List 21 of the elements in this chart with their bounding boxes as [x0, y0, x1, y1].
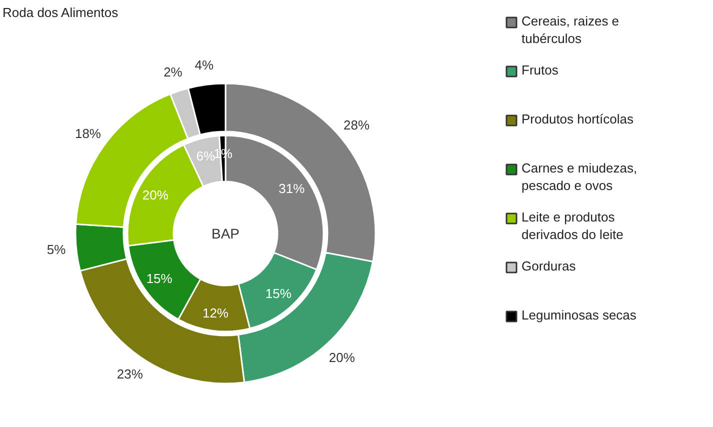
data-label: 31%: [278, 181, 306, 196]
data-label: 15%: [265, 286, 292, 302]
legend-label: Leguminosas secas: [522, 308, 637, 322]
legend-label: Gorduras: [522, 258, 576, 274]
legend-label: Produtos hortícolas: [522, 112, 634, 126]
data-label: 20%: [142, 187, 169, 202]
data-label: 12%: [202, 305, 229, 320]
legend-label: Cereais, raizes e tubérculos: [522, 14, 620, 46]
slice-label: BAP: [211, 226, 240, 242]
data-label: 20%: [328, 350, 356, 365]
legend-label: Frutos: [522, 62, 559, 78]
legend-label: Carnes e miudezas, pescado e ovos: [522, 160, 638, 193]
data-label: 18%: [74, 126, 102, 142]
data-label: 23%: [116, 366, 144, 382]
legend-label: Leite e produtos derivados do leite: [522, 210, 624, 242]
slice-label: Roda dos Alimentos: [2, 5, 119, 20]
data-label: 4%: [194, 57, 214, 72]
data-label: 28%: [343, 118, 370, 133]
data-label: 5%: [46, 242, 66, 257]
data-label: 2%: [164, 64, 183, 80]
data-label: 15%: [146, 270, 173, 286]
